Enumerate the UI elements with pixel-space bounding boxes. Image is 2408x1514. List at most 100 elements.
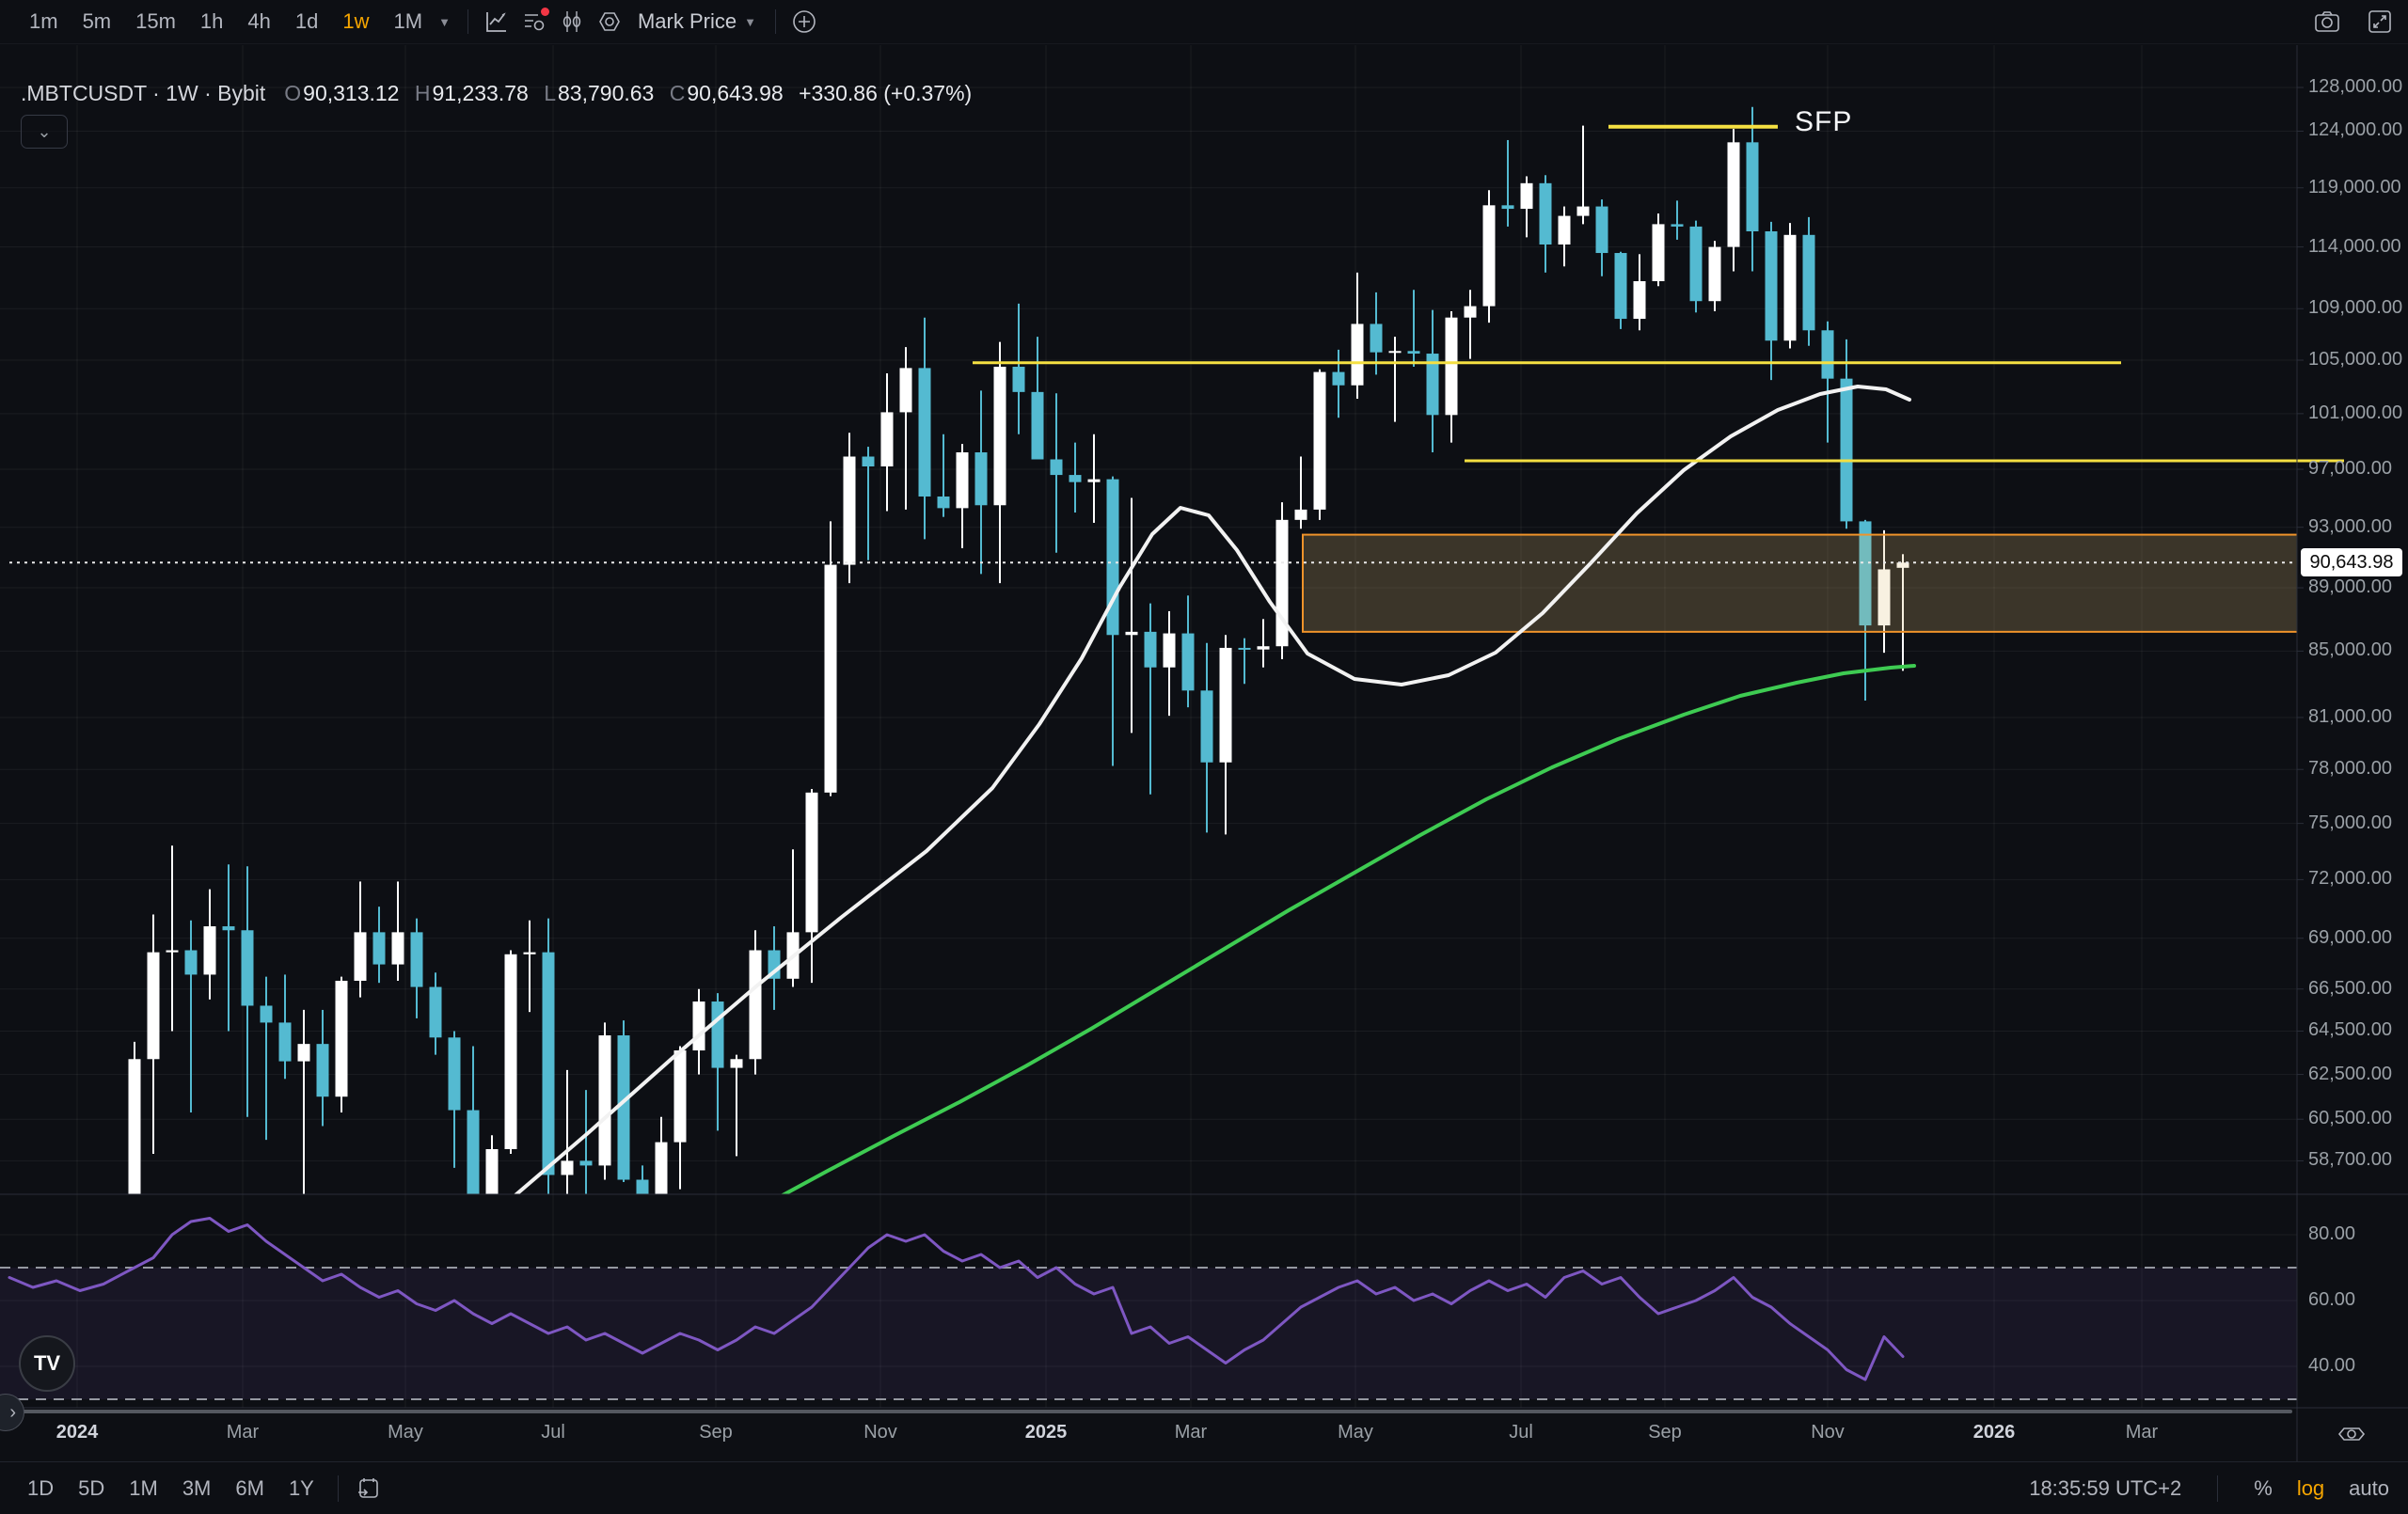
timeframe-1m[interactable]: 1m <box>29 9 58 33</box>
toolbar-divider <box>2217 1475 2219 1502</box>
horizontal-scrollbar[interactable] <box>17 1410 2292 1413</box>
toolbar-divider <box>337 1475 339 1502</box>
go-to-date-icon[interactable] <box>350 1473 388 1505</box>
high-value: 91,233.78 <box>432 81 529 105</box>
time-label-Sep: Sep <box>1648 1422 1682 1443</box>
price-tick: 58,700.00 <box>2308 1149 2392 1171</box>
toolbar-right-group <box>2308 6 2408 38</box>
mark-price-selector[interactable]: Mark Price ▼ <box>628 9 766 34</box>
price-tick: 114,000.00 <box>2308 235 2401 257</box>
legend-collapse-button[interactable]: ⌄ <box>21 115 68 149</box>
mark-price-label: Mark Price <box>637 9 737 33</box>
toolbar-divider <box>774 9 776 34</box>
mark-price-caret: ▼ <box>744 14 756 29</box>
top-toolbar: 1m 5m 15m 1h 4h 1d 1w 1M ▼ Mark Price ▼ <box>0 0 2408 44</box>
chart-style-icon[interactable] <box>478 6 515 38</box>
time-label-Nov: Nov <box>1811 1422 1845 1443</box>
timeframe-5m[interactable]: 5m <box>82 9 112 33</box>
timeframe-1w[interactable]: 1w <box>342 9 370 33</box>
clock[interactable]: 18:35:59 UTC+2 <box>2029 1475 2182 1500</box>
price-tick: 97,000.00 <box>2308 458 2392 480</box>
time-label-2024: 2024 <box>55 1422 99 1443</box>
percent-scale-button[interactable]: % <box>2254 1475 2273 1500</box>
bottom-right-controls: 18:35:59 UTC+2 % log auto <box>2029 1475 2408 1502</box>
camera-icon[interactable] <box>2308 6 2346 38</box>
timeframe-1h[interactable]: 1h <box>199 9 224 33</box>
price-tick: 89,000.00 <box>2308 576 2392 598</box>
chevron-right-icon: › <box>9 1401 16 1423</box>
symbol-legend[interactable]: .MBTCUSDT · 1W · Bybit O90,313.12 H91,23… <box>21 81 972 106</box>
time-label-2026: 2026 <box>1972 1422 2016 1443</box>
price-tick: 124,000.00 <box>2308 119 2403 141</box>
high-label: H <box>414 81 431 105</box>
rsi-tick: 60.00 <box>2308 1289 2356 1310</box>
close-value: 90,643.98 <box>687 81 784 105</box>
log-scale-button[interactable]: log <box>2296 1475 2325 1500</box>
timeframe-1d[interactable]: 1d <box>294 9 319 33</box>
compare-candles-icon[interactable] <box>553 6 591 38</box>
time-label-Mar: Mar <box>226 1422 260 1443</box>
fullscreen-icon[interactable] <box>2361 6 2399 38</box>
price-tick: 78,000.00 <box>2308 758 2392 780</box>
time-label-May: May <box>388 1422 423 1443</box>
price-tick: 93,000.00 <box>2308 515 2392 537</box>
rsi-tick: 80.00 <box>2308 1223 2356 1244</box>
price-tick: 85,000.00 <box>2308 639 2392 661</box>
range-1Y[interactable]: 1Y <box>288 1475 314 1500</box>
time-label-Sep: Sep <box>699 1422 733 1443</box>
price-tick: 66,500.00 <box>2308 977 2392 999</box>
sfp-annotation[interactable]: SFP <box>1795 105 1853 137</box>
timeframe-1M[interactable]: 1M <box>393 9 423 33</box>
timeframe-4h[interactable]: 4h <box>247 9 271 33</box>
range-group: 1D 5D 1M 3M 6M 1Y <box>0 1473 326 1505</box>
bottom-toolbar: 1D 5D 1M 3M 6M 1Y 18:35:59 UTC+2 % log auto <box>0 1461 2408 1514</box>
tradingview-logo[interactable]: TV <box>19 1335 75 1392</box>
price-tick: 81,000.00 <box>2308 705 2392 727</box>
time-label-2025: 2025 <box>1024 1422 1068 1443</box>
last-price-tag: 90,643.98 <box>2301 548 2402 577</box>
indicators-icon[interactable] <box>515 6 553 38</box>
time-label-Jul: Jul <box>541 1422 565 1443</box>
symbol-title: .MBTCUSDT · 1W · Bybit <box>21 81 266 105</box>
price-tick: 69,000.00 <box>2308 926 2392 948</box>
price-tick: 109,000.00 <box>2308 297 2403 319</box>
range-1M[interactable]: 1M <box>129 1475 158 1500</box>
time-label-Mar: Mar <box>2125 1422 2159 1443</box>
price-tick: 72,000.00 <box>2308 868 2392 890</box>
timeframe-group: 1m 5m 15m 1h 4h 1d 1w 1M <box>0 6 435 38</box>
toolbar-divider <box>467 9 468 34</box>
pane-settings-icon[interactable] <box>2337 1427 2366 1441</box>
change-value: +330.86 (+0.37%) <box>799 81 973 105</box>
hexagon-icon[interactable] <box>591 6 628 38</box>
range-6M[interactable]: 6M <box>235 1475 264 1500</box>
chevron-down-icon: ⌄ <box>37 121 52 141</box>
range-1D[interactable]: 1D <box>27 1475 55 1500</box>
time-label-Mar: Mar <box>1174 1422 1208 1443</box>
price-tick: 75,000.00 <box>2308 812 2392 833</box>
price-tick: 60,500.00 <box>2308 1108 2392 1129</box>
time-label-Jul: Jul <box>1509 1422 1533 1443</box>
price-tick: 64,500.00 <box>2308 1019 2392 1041</box>
open-value: 90,313.12 <box>303 81 400 105</box>
add-icon[interactable] <box>785 6 823 38</box>
low-label: L <box>544 81 557 105</box>
price-tick: 119,000.00 <box>2308 176 2401 197</box>
auto-scale-button[interactable]: auto <box>2349 1475 2389 1500</box>
price-tick: 128,000.00 <box>2308 76 2403 97</box>
time-label-May: May <box>1338 1422 1373 1443</box>
time-label-Nov: Nov <box>863 1422 897 1443</box>
indicators-alert-dot <box>540 8 549 16</box>
timeframe-15m[interactable]: 15m <box>135 9 176 33</box>
open-label: O <box>284 81 302 105</box>
price-tick: 105,000.00 <box>2308 348 2403 370</box>
price-tick: 62,500.00 <box>2308 1063 2392 1084</box>
low-value: 83,790.63 <box>558 81 655 105</box>
rsi-tick: 40.00 <box>2308 1355 2356 1376</box>
range-3M[interactable]: 3M <box>182 1475 212 1500</box>
range-5D[interactable]: 5D <box>78 1475 105 1500</box>
price-tick: 101,000.00 <box>2308 402 2403 423</box>
timeframe-menu-caret[interactable]: ▼ <box>438 14 451 29</box>
close-label: C <box>669 81 686 105</box>
